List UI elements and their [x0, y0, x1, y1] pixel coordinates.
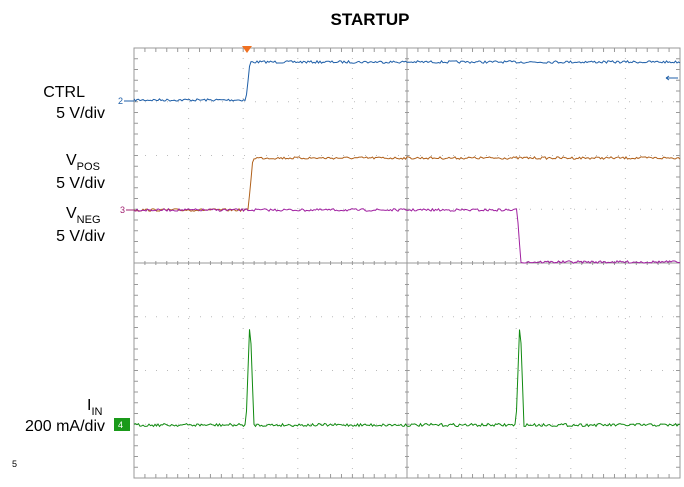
channel-name: CTRL: [43, 84, 85, 101]
waveform: [133, 329, 681, 428]
channel-subscript: NEG: [77, 214, 101, 226]
footnote: 5: [12, 459, 17, 469]
trigger-marker: [242, 46, 252, 53]
channel-symbol: V: [66, 152, 77, 169]
channel-name: IIN: [87, 397, 103, 418]
channel-subscript: IN: [91, 406, 102, 418]
channel-subscript: POS: [77, 161, 100, 173]
channel-name: VPOS: [66, 152, 100, 173]
channel-scale: 5 V/div: [56, 175, 105, 192]
channel-marker: 2: [118, 96, 123, 106]
channel-scale: 5 V/div: [56, 105, 105, 122]
title: STARTUP: [330, 10, 409, 29]
channel-symbol: I: [87, 397, 91, 414]
waveform: [133, 155, 681, 213]
waveform: [133, 59, 681, 102]
channel-marker: 3: [120, 205, 125, 215]
waveform: [133, 207, 681, 264]
channel-name: VNEG: [66, 205, 101, 226]
traces: [133, 59, 681, 428]
channel-symbol: V: [66, 205, 77, 222]
channel-scale: 5 V/div: [56, 228, 105, 245]
channel-marker: 4: [118, 420, 123, 430]
channel-scale: 200 mA/div: [25, 418, 105, 435]
trigger-level-marker: [665, 75, 678, 81]
channel-marker-box: [114, 418, 130, 431]
